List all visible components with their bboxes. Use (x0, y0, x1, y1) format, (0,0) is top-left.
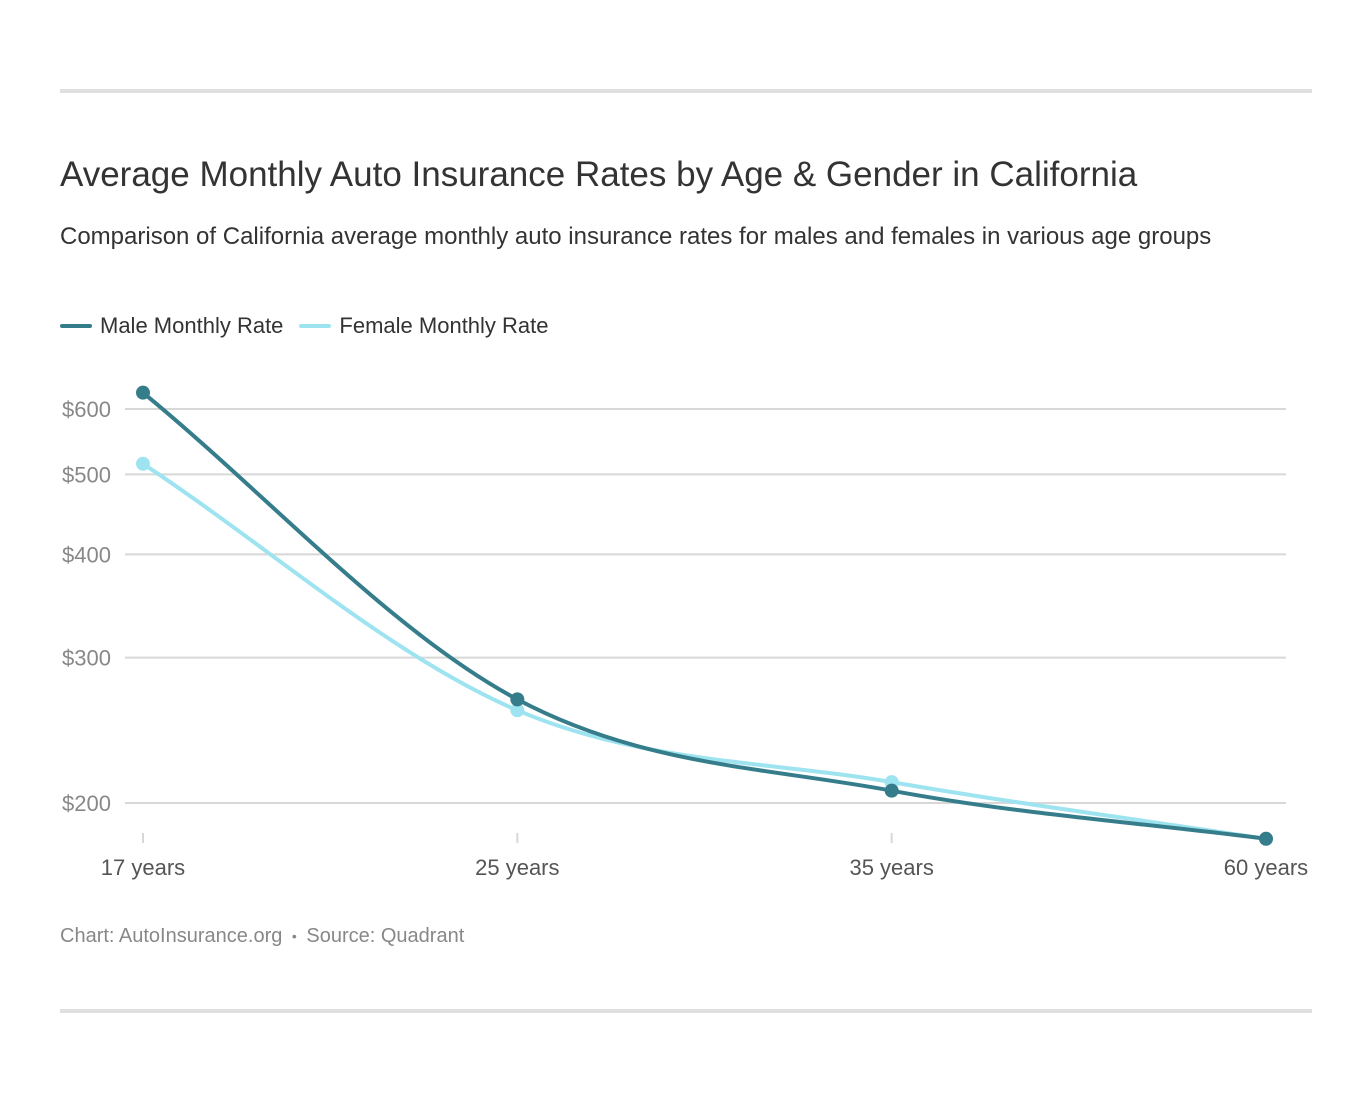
data-point-male (510, 692, 525, 707)
chart-source: Chart: AutoInsurance.org • Source: Quadr… (60, 923, 464, 949)
data-point-male (136, 385, 150, 400)
series-layer (136, 385, 1273, 846)
data-point-female (510, 703, 525, 718)
y-tick-label: $500 (62, 462, 111, 487)
x-tick-label: 60 years (1224, 855, 1308, 880)
x-axis: 17 years 25 years 35 years 60 years (101, 833, 1308, 880)
line-chart: $200 $300 $400 $500 $600 17 years 25 years 35 … (62, 385, 1308, 880)
legend-item-male[interactable]: Male Monthly Rate (60, 313, 283, 339)
y-tick-label: $300 (62, 646, 111, 671)
chart-title: Average Monthly Auto Insurance Rates by … (60, 155, 1138, 194)
x-tick-label: 25 years (475, 855, 559, 880)
y-axis-labels: $200 $300 $400 $500 $600 (62, 397, 111, 816)
legend-label-male: Male Monthly Rate (100, 313, 284, 338)
y-tick-label: $600 (62, 397, 111, 422)
legend-swatch-female (299, 324, 332, 328)
chart-credit: Chart: AutoInsurance.org (60, 925, 283, 947)
y-tick-label: $200 (62, 791, 111, 816)
source-separator: • (291, 928, 297, 944)
grid-layer (125, 408, 1286, 804)
x-tick-label: 17 years (101, 855, 185, 880)
legend-swatch-male (60, 324, 92, 328)
data-point-male (884, 783, 899, 798)
series-line-male (141, 390, 1268, 841)
y-tick-label: $400 (62, 542, 111, 567)
legend: Male Monthly Rate Female Monthly Rate (60, 310, 565, 342)
chart-subtitle: Comparison of California average monthly… (60, 223, 1212, 250)
source-name: Source: Quadrant (306, 925, 465, 947)
bottom-divider (60, 1009, 1312, 1013)
data-point-female (136, 456, 150, 471)
top-divider (60, 89, 1312, 93)
legend-label-female: Female Monthly Rate (339, 313, 549, 338)
x-tick-label: 35 years (849, 855, 933, 880)
legend-item-female[interactable]: Female Monthly Rate (299, 313, 549, 339)
series-line-female (141, 461, 1268, 841)
data-point-male (1259, 831, 1273, 846)
